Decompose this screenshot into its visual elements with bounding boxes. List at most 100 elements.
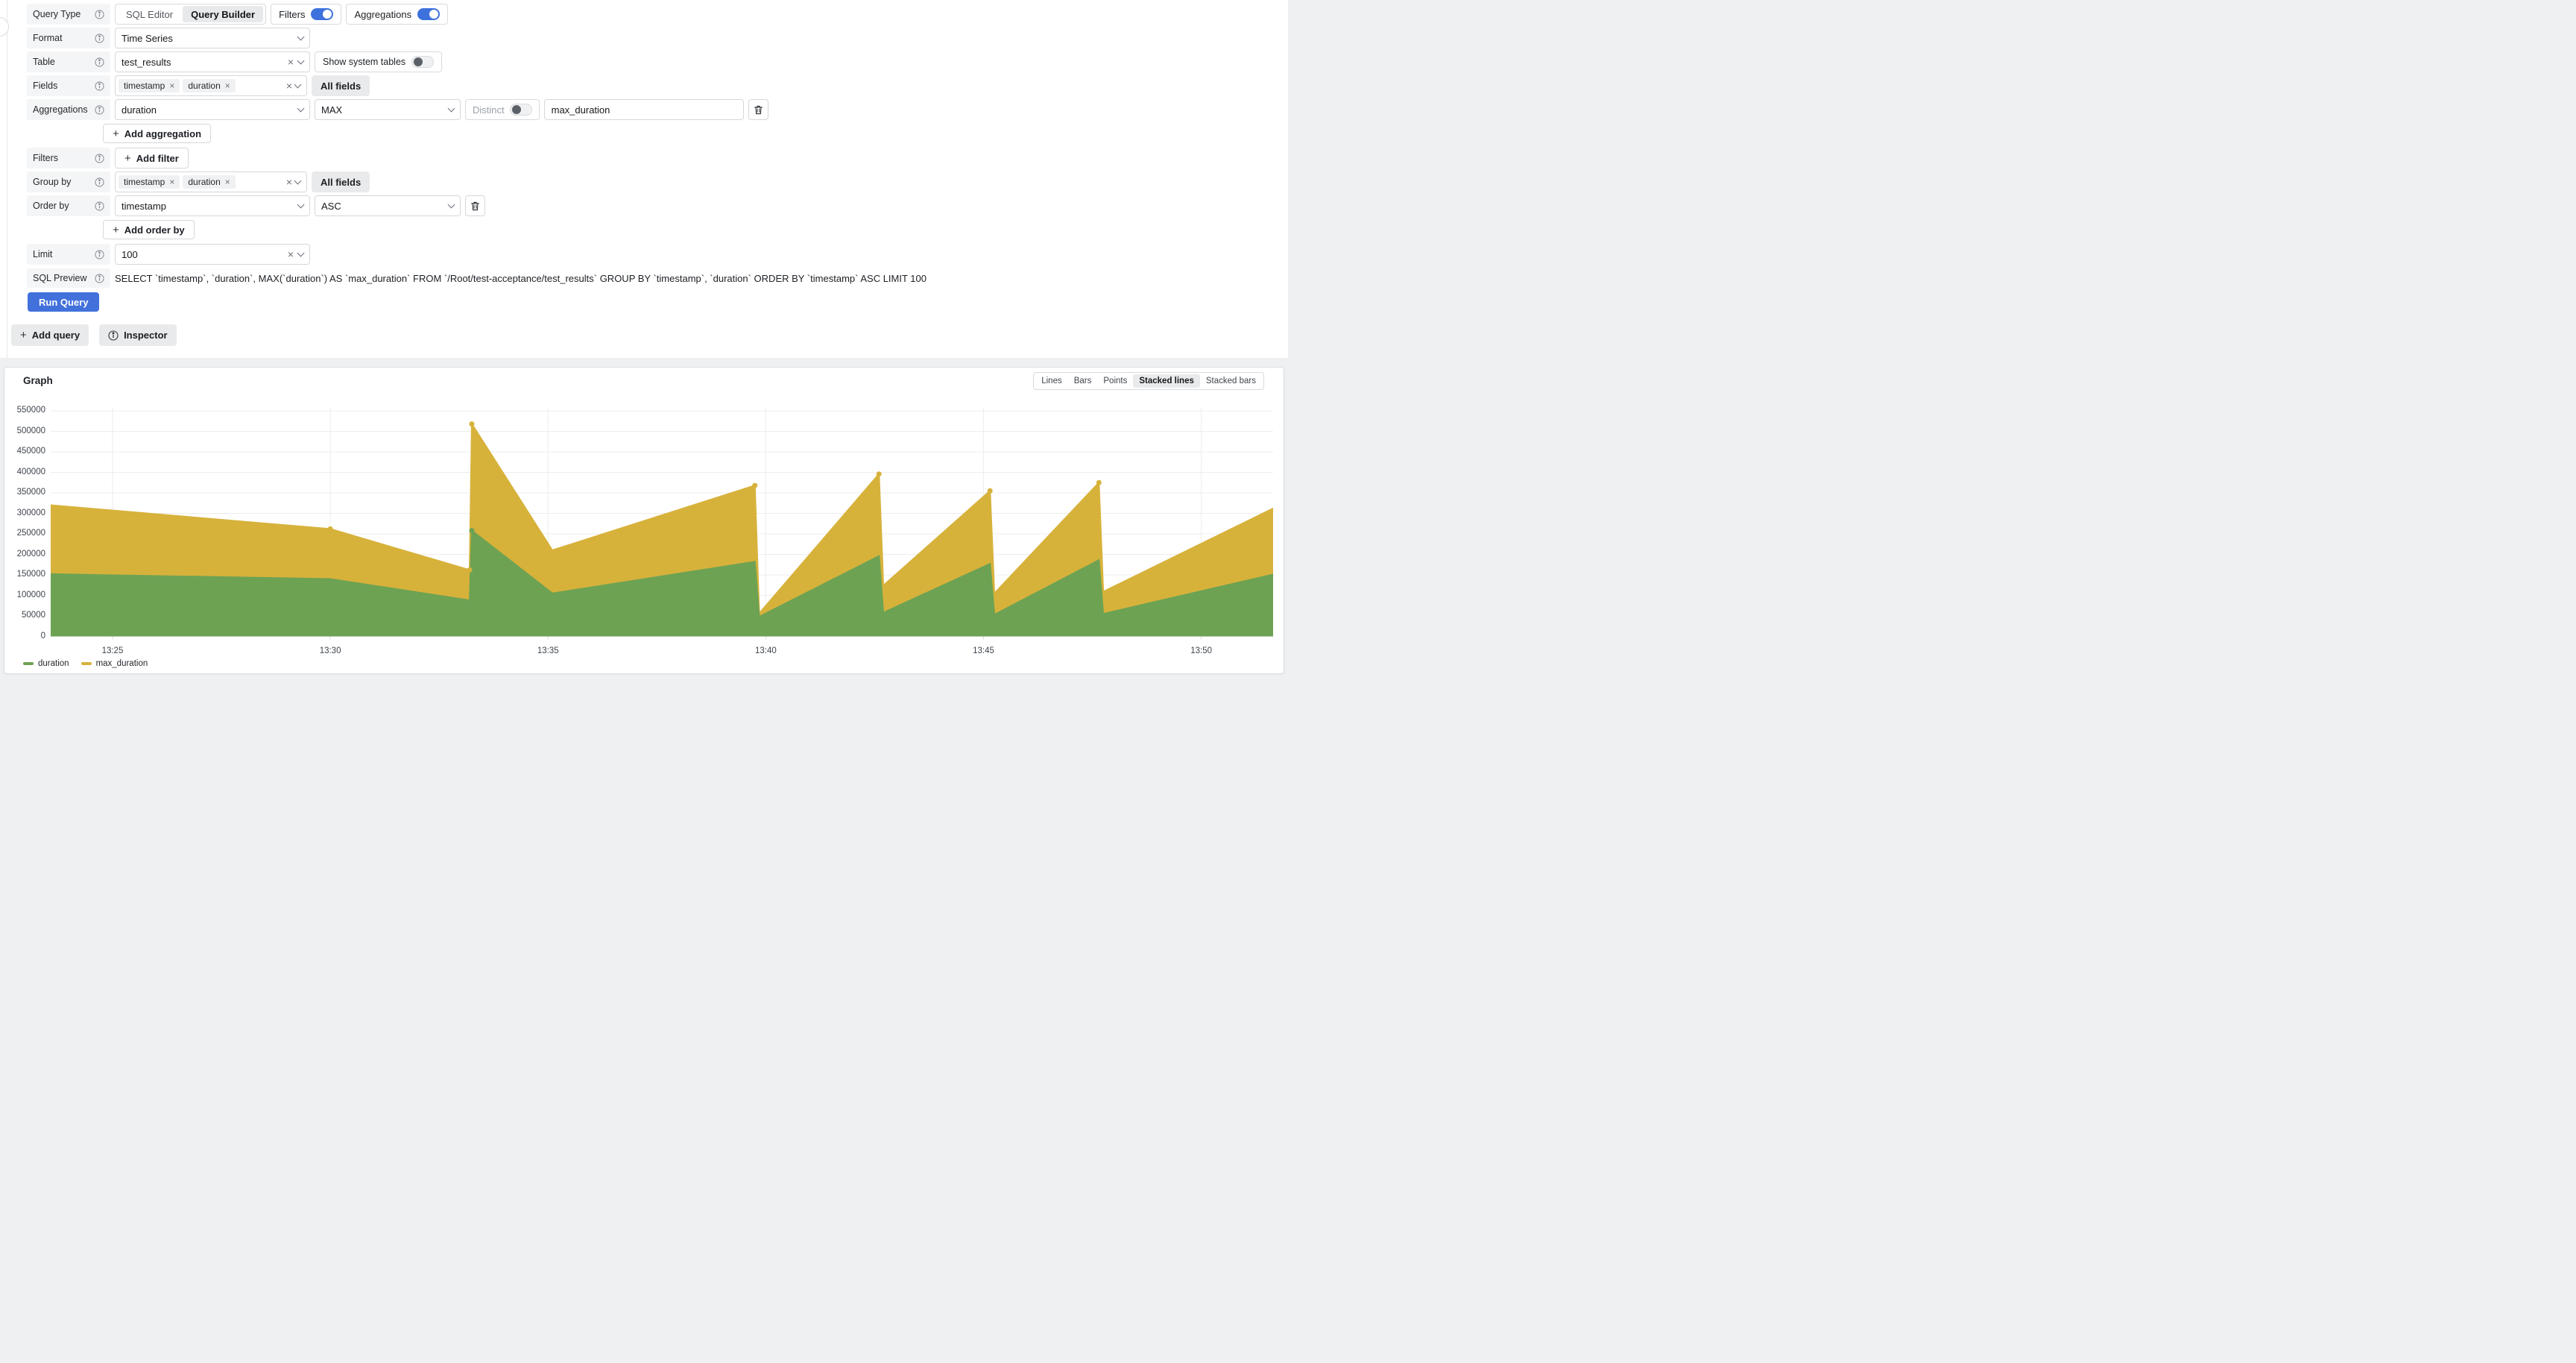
plus-icon xyxy=(124,152,131,165)
clear-icon[interactable] xyxy=(286,81,292,91)
plus-icon xyxy=(113,128,119,140)
info-icon[interactable] xyxy=(95,33,104,43)
field-chip[interactable]: timestamp xyxy=(119,79,180,92)
info-icon[interactable] xyxy=(95,153,104,163)
group-by-label: Group by xyxy=(27,171,110,192)
chevron-down-icon xyxy=(447,104,455,113)
remove-chip-icon[interactable] xyxy=(169,81,174,90)
view-mode-points[interactable]: Points xyxy=(1103,377,1128,385)
remove-chip-icon[interactable] xyxy=(225,177,230,186)
group-by-multiselect[interactable]: timestamp duration xyxy=(115,171,307,192)
panel-title: Graph xyxy=(23,375,53,386)
y-tick-label: 200000 xyxy=(16,549,45,558)
clear-icon[interactable] xyxy=(286,177,292,187)
aggregations-row: Aggregations duration MAX Distinct max_d… xyxy=(27,99,768,120)
y-tick-label: 0 xyxy=(40,631,45,640)
info-icon[interactable] xyxy=(95,201,104,211)
y-tick-label: 500000 xyxy=(16,426,45,435)
run-query-button[interactable]: Run Query xyxy=(28,292,100,312)
sql-editor-tab[interactable]: SQL Editor xyxy=(118,6,181,22)
info-icon[interactable] xyxy=(95,81,104,91)
info-icon[interactable] xyxy=(95,9,104,19)
info-icon[interactable] xyxy=(95,177,104,187)
chevron-down-icon xyxy=(297,249,305,257)
info-icon[interactable] xyxy=(95,57,104,67)
info-icon[interactable] xyxy=(95,273,104,283)
format-row: Format Time Series xyxy=(27,28,310,48)
show-system-tables-toggle[interactable] xyxy=(411,56,435,68)
view-mode-stacked-lines[interactable]: Stacked lines xyxy=(1133,374,1200,388)
format-select[interactable]: Time Series xyxy=(115,28,310,48)
plus-icon xyxy=(113,224,119,236)
add-query-button[interactable]: Add query xyxy=(11,324,89,346)
aggregation-alias-input[interactable]: max_duration xyxy=(543,99,744,120)
filters-toggle[interactable] xyxy=(311,8,334,20)
view-mode-lines[interactable]: Lines xyxy=(1041,377,1062,385)
group-by-all-fields-button[interactable]: All fields xyxy=(312,171,370,192)
x-tick-label: 13:45 xyxy=(973,646,994,655)
x-tick-label: 13:30 xyxy=(319,646,341,655)
y-tick-label: 450000 xyxy=(16,447,45,456)
aggregations-toggle[interactable] xyxy=(417,8,441,20)
legend-label: max_duration xyxy=(95,659,148,668)
add-aggregation-button[interactable]: Add aggregation xyxy=(103,124,212,143)
order-by-column-select[interactable]: timestamp xyxy=(115,195,310,216)
query-builder-tab[interactable]: Query Builder xyxy=(183,6,264,22)
clear-icon[interactable] xyxy=(288,249,294,259)
distinct-toggle[interactable] xyxy=(509,104,532,116)
field-chip[interactable]: duration xyxy=(183,79,236,92)
limit-select[interactable]: 100 xyxy=(115,244,310,265)
aggregation-column-select[interactable]: duration xyxy=(115,99,310,120)
chart-legend: duration max_duration xyxy=(23,659,148,668)
info-icon[interactable] xyxy=(95,249,104,259)
y-tick-label: 550000 xyxy=(16,406,45,415)
editor-footer-row: Add query Inspector xyxy=(11,324,177,346)
legend-item[interactable]: duration xyxy=(23,659,69,668)
inspector-button[interactable]: Inspector xyxy=(99,324,177,346)
legend-swatch xyxy=(23,662,34,665)
y-tick-label: 150000 xyxy=(16,570,45,579)
clear-icon[interactable] xyxy=(288,57,294,67)
query-editor-section: Query Type SQL Editor Query Builder Filt… xyxy=(0,0,1288,358)
table-select[interactable]: test_results xyxy=(115,51,310,72)
aggregations-toggle-box: Aggregations xyxy=(346,4,449,25)
y-tick-label: 350000 xyxy=(16,488,45,497)
remove-chip-icon[interactable] xyxy=(169,177,174,186)
fields-row: Fields timestamp duration All fields xyxy=(27,75,370,96)
chevron-down-icon xyxy=(294,177,302,185)
fields-label: Fields xyxy=(27,75,110,96)
aggregation-function-select[interactable]: MAX xyxy=(315,99,461,120)
y-tick-label: 250000 xyxy=(16,529,45,538)
legend-label: duration xyxy=(38,659,69,668)
fields-all-fields-button[interactable]: All fields xyxy=(312,75,370,96)
view-mode-stacked-bars[interactable]: Stacked bars xyxy=(1205,377,1256,385)
view-mode-bars[interactable]: Bars xyxy=(1073,377,1092,385)
drawer-resize-handle[interactable] xyxy=(0,17,9,37)
y-tick-label: 50000 xyxy=(22,611,45,620)
delete-order-by-button[interactable] xyxy=(465,195,485,216)
group-by-chip[interactable]: duration xyxy=(183,175,236,189)
remove-chip-icon[interactable] xyxy=(225,81,230,90)
legend-item[interactable]: max_duration xyxy=(80,659,148,668)
group-by-chip[interactable]: timestamp xyxy=(119,175,180,189)
view-mode-switcher: Lines Bars Points Stacked lines Stacked … xyxy=(1033,372,1264,390)
chevron-down-icon xyxy=(297,57,305,65)
add-filter-button[interactable]: Add filter xyxy=(115,148,189,169)
chevron-down-icon xyxy=(297,104,305,113)
chart-svg[interactable] xyxy=(51,404,1278,643)
x-tick-label: 13:40 xyxy=(754,646,777,655)
y-tick-label: 100000 xyxy=(16,590,45,599)
info-icon xyxy=(108,330,119,341)
legend-swatch xyxy=(80,662,92,665)
info-icon[interactable] xyxy=(95,104,104,115)
chevron-down-icon xyxy=(447,201,455,209)
x-tick-label: 13:35 xyxy=(537,646,559,655)
delete-aggregation-button[interactable] xyxy=(748,99,768,120)
add-order-by-row: Add order by xyxy=(27,220,195,239)
limit-row: Limit 100 xyxy=(27,244,310,265)
add-order-by-button[interactable]: Add order by xyxy=(103,220,195,239)
order-by-direction-select[interactable]: ASC xyxy=(315,195,461,216)
run-query-row: Run Query xyxy=(28,292,100,312)
fields-multiselect[interactable]: timestamp duration xyxy=(115,75,307,96)
filters-label: Filters xyxy=(27,148,110,169)
